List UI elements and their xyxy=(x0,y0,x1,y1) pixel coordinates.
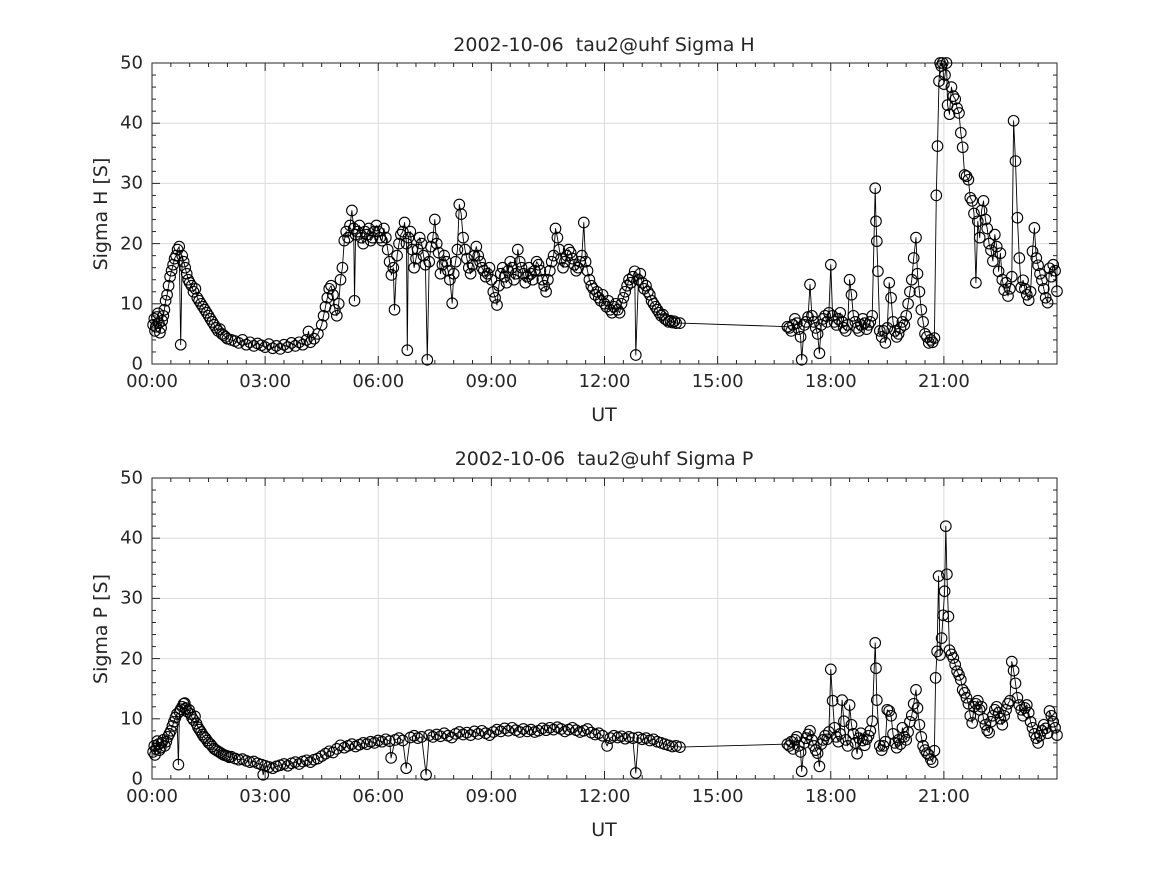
x-tick-label: 06:00 xyxy=(352,786,405,807)
x-tick-label: 15:00 xyxy=(691,786,744,807)
y-tick-label: 40 xyxy=(120,527,143,549)
data-points-sigma_p xyxy=(147,520,1063,781)
x-tick-label: 00:00 xyxy=(126,371,178,392)
sigma-h-xlabel: UT xyxy=(591,404,617,426)
sigma-p-xlabel: UT xyxy=(591,819,617,841)
y-tick-label: 50 xyxy=(120,467,143,489)
sigma-h-ylabel: Sigma H [S] xyxy=(90,157,112,271)
tick-marks-sigma_p xyxy=(151,477,1058,780)
y-tick-label: 20 xyxy=(120,648,143,670)
x-tick-label: 06:00 xyxy=(352,371,405,392)
grid-sigma_h xyxy=(152,63,1057,364)
data-points-sigma_h xyxy=(147,57,1063,366)
y-tick-label: 10 xyxy=(120,293,143,315)
sigma-p-title: 2002-10-06 tau2@uhf Sigma P xyxy=(454,448,754,470)
x-tick-label: 09:00 xyxy=(465,786,518,807)
x-tick-label: 12:00 xyxy=(578,371,631,392)
y-tick-label: 10 xyxy=(120,708,143,730)
sigma-p-ylabel: Sigma P [S] xyxy=(90,574,112,684)
y-tick-label: 0 xyxy=(131,353,143,375)
x-tick-label: 21:00 xyxy=(917,786,970,807)
y-tick-label: 40 xyxy=(120,112,143,134)
y-tick-label: 30 xyxy=(120,172,143,194)
y-tick-label: 50 xyxy=(120,52,143,74)
y-tick-label: 20 xyxy=(120,233,143,255)
x-tick-label: 09:00 xyxy=(465,371,518,392)
x-tick-label: 03:00 xyxy=(239,371,292,392)
x-tick-label: 15:00 xyxy=(691,371,744,392)
x-tick-label: 12:00 xyxy=(578,786,631,807)
sigma-h-title: 2002-10-06 tau2@uhf Sigma H xyxy=(453,34,755,56)
y-tick-label: 0 xyxy=(131,768,143,790)
x-tick-label: 03:00 xyxy=(239,786,292,807)
x-tick-label: 18:00 xyxy=(804,371,857,392)
y-tick-label: 30 xyxy=(120,587,143,609)
x-tick-label: 00:00 xyxy=(126,786,178,807)
x-tick-label: 21:00 xyxy=(917,371,970,392)
x-tick-label: 18:00 xyxy=(804,786,857,807)
tick-marks-sigma_h xyxy=(151,62,1058,365)
grid-sigma_p xyxy=(152,478,1057,779)
